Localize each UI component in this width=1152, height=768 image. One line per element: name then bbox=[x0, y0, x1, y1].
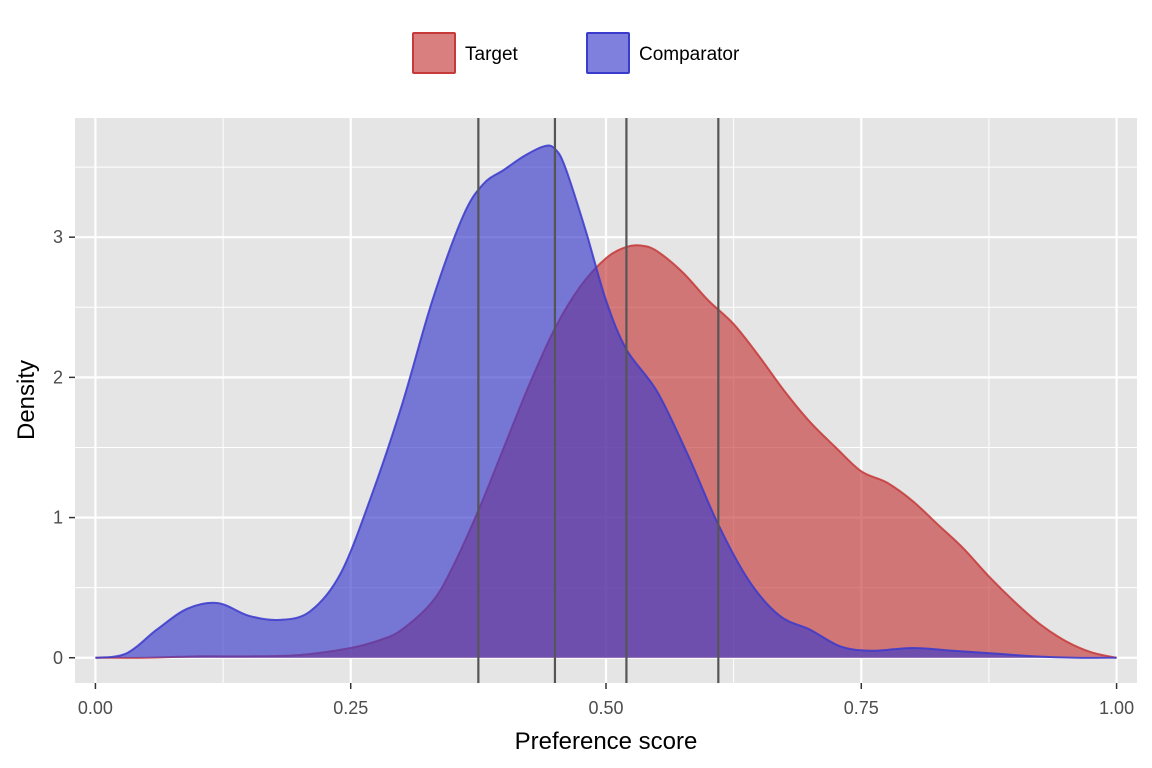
legend-label-target: Target bbox=[465, 44, 519, 65]
comparator-density-outline bbox=[95, 144, 1117, 659]
y-tick-label: 3 bbox=[53, 227, 63, 247]
x-tick-label: 0.50 bbox=[588, 698, 623, 718]
reference-lines bbox=[477, 118, 720, 683]
y-tick-label: 2 bbox=[53, 367, 63, 387]
density-areas bbox=[95, 144, 1117, 659]
x-tick-label: 0.75 bbox=[844, 698, 879, 718]
x-tick-label: 0.25 bbox=[333, 698, 368, 718]
y-tick-label: 0 bbox=[53, 648, 63, 668]
y-axis-title: Density bbox=[13, 360, 40, 440]
y-tick-label: 1 bbox=[53, 508, 63, 528]
legend: Target Comparator bbox=[412, 32, 740, 74]
x-axis-title: Preference score bbox=[515, 728, 698, 755]
x-tick-label: 1.00 bbox=[1099, 698, 1134, 718]
x-tick-label: 0.00 bbox=[78, 698, 113, 718]
comparator-density-area bbox=[95, 145, 1117, 658]
legend-key-comparator bbox=[586, 32, 630, 74]
legend-label-comparator: Comparator bbox=[639, 44, 740, 65]
legend-key-target bbox=[412, 32, 456, 74]
axes: 0.00 0.25 0.50 0.75 1.00 0 1 2 3 bbox=[53, 227, 1134, 718]
